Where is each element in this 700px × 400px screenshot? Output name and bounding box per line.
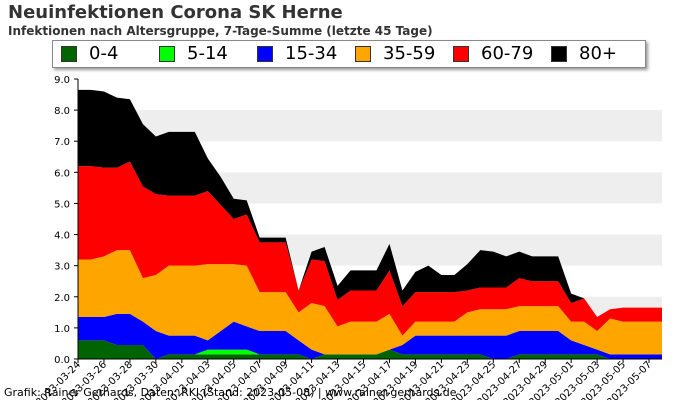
y-tick-label: 2.0 xyxy=(54,293,70,304)
legend-label: 0-4 xyxy=(89,43,119,64)
area-series-15-34 xyxy=(78,313,662,359)
y-tick-label: 0.0 xyxy=(54,355,70,366)
chart-subtitle: Infektionen nach Altersgruppe, 7-Tage-Su… xyxy=(8,24,433,38)
legend-swatch xyxy=(453,46,469,62)
area-series-80plus xyxy=(78,89,662,317)
legend-swatch xyxy=(257,46,273,62)
area-layers xyxy=(78,89,662,359)
chart-title: Neuinfektionen Corona SK Herne xyxy=(8,2,343,23)
legend-swatch xyxy=(61,46,77,62)
area-series-60-79 xyxy=(78,161,662,336)
y-tick-label: 7.0 xyxy=(54,137,70,148)
legend-label: 60-79 xyxy=(481,43,534,64)
legend-label: 35-59 xyxy=(383,43,436,64)
area-series-0-4 xyxy=(78,340,662,359)
legend-label: 80+ xyxy=(579,43,617,64)
y-tick-label: 9.0 xyxy=(54,75,70,86)
legend-label: 15-34 xyxy=(285,43,338,64)
area-series-35-59 xyxy=(78,250,662,355)
footer-credit: Grafik: Rainer Gerhards, Daten: RKI (Sta… xyxy=(4,386,457,399)
y-tick-label: 4.0 xyxy=(54,231,70,242)
y-tick-label: 3.0 xyxy=(54,262,70,273)
legend-swatch xyxy=(355,46,371,62)
y-tick-label: 1.0 xyxy=(54,324,70,335)
legend-swatch xyxy=(159,46,175,62)
y-tick-label: 8.0 xyxy=(54,106,70,117)
legend-swatch xyxy=(551,46,567,62)
legend-label: 5-14 xyxy=(187,43,228,64)
y-tick-label: 6.0 xyxy=(54,168,70,179)
y-tick-label: 5.0 xyxy=(54,199,70,210)
legend: 0-4 5-14 15-34 35-59 60-79 80+ xyxy=(52,40,646,68)
